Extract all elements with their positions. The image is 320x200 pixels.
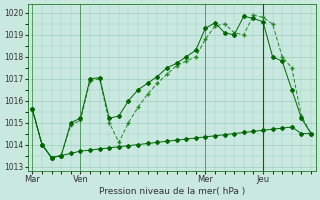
X-axis label: Pression niveau de la mer( hPa ): Pression niveau de la mer( hPa ) [99,187,245,196]
